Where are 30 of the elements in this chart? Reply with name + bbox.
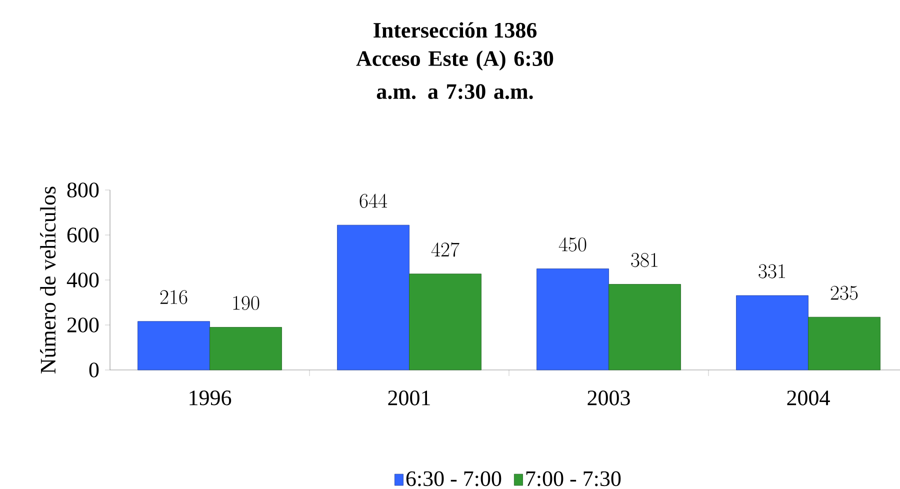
bar (608, 284, 681, 370)
bar (409, 274, 482, 370)
data-label: 216 (160, 290, 188, 304)
data-label: 644 (360, 194, 388, 208)
bar (210, 327, 282, 370)
data-label: 331 (758, 264, 785, 278)
y-tick-label: 800 (67, 182, 99, 198)
bar (736, 295, 808, 370)
data-label: 450 (558, 237, 586, 252)
y-axis-title: Número de vehículos (40, 186, 56, 374)
data-label: 190 (233, 296, 260, 310)
chart-title: Intersección 1386 (374, 22, 537, 38)
x-tick-label: 1996 (190, 390, 232, 406)
data-label: 427 (431, 242, 460, 257)
x-tick-label: 2004 (787, 390, 830, 406)
y-tick-label: 0 (89, 362, 99, 378)
x-tick-label: 2001 (388, 390, 430, 406)
bar (808, 316, 880, 370)
legend-label: 7:00 - 7:30 (526, 471, 621, 486)
bar (337, 224, 410, 370)
x-tick-label: 2003 (588, 390, 630, 406)
y-tick-label: 400 (66, 272, 99, 288)
data-label: 381 (631, 253, 658, 268)
data-label: 235 (830, 286, 858, 300)
bar (138, 321, 210, 370)
legend-label: 6:30 - 7:00 (406, 471, 502, 486)
bar (536, 268, 609, 370)
y-tick-label: 600 (67, 228, 99, 242)
chart-subtitle: Acceso Este (A) 6:30 a.m. a 7:30 a.m. (356, 50, 554, 100)
y-tick-label: 200 (67, 318, 99, 332)
